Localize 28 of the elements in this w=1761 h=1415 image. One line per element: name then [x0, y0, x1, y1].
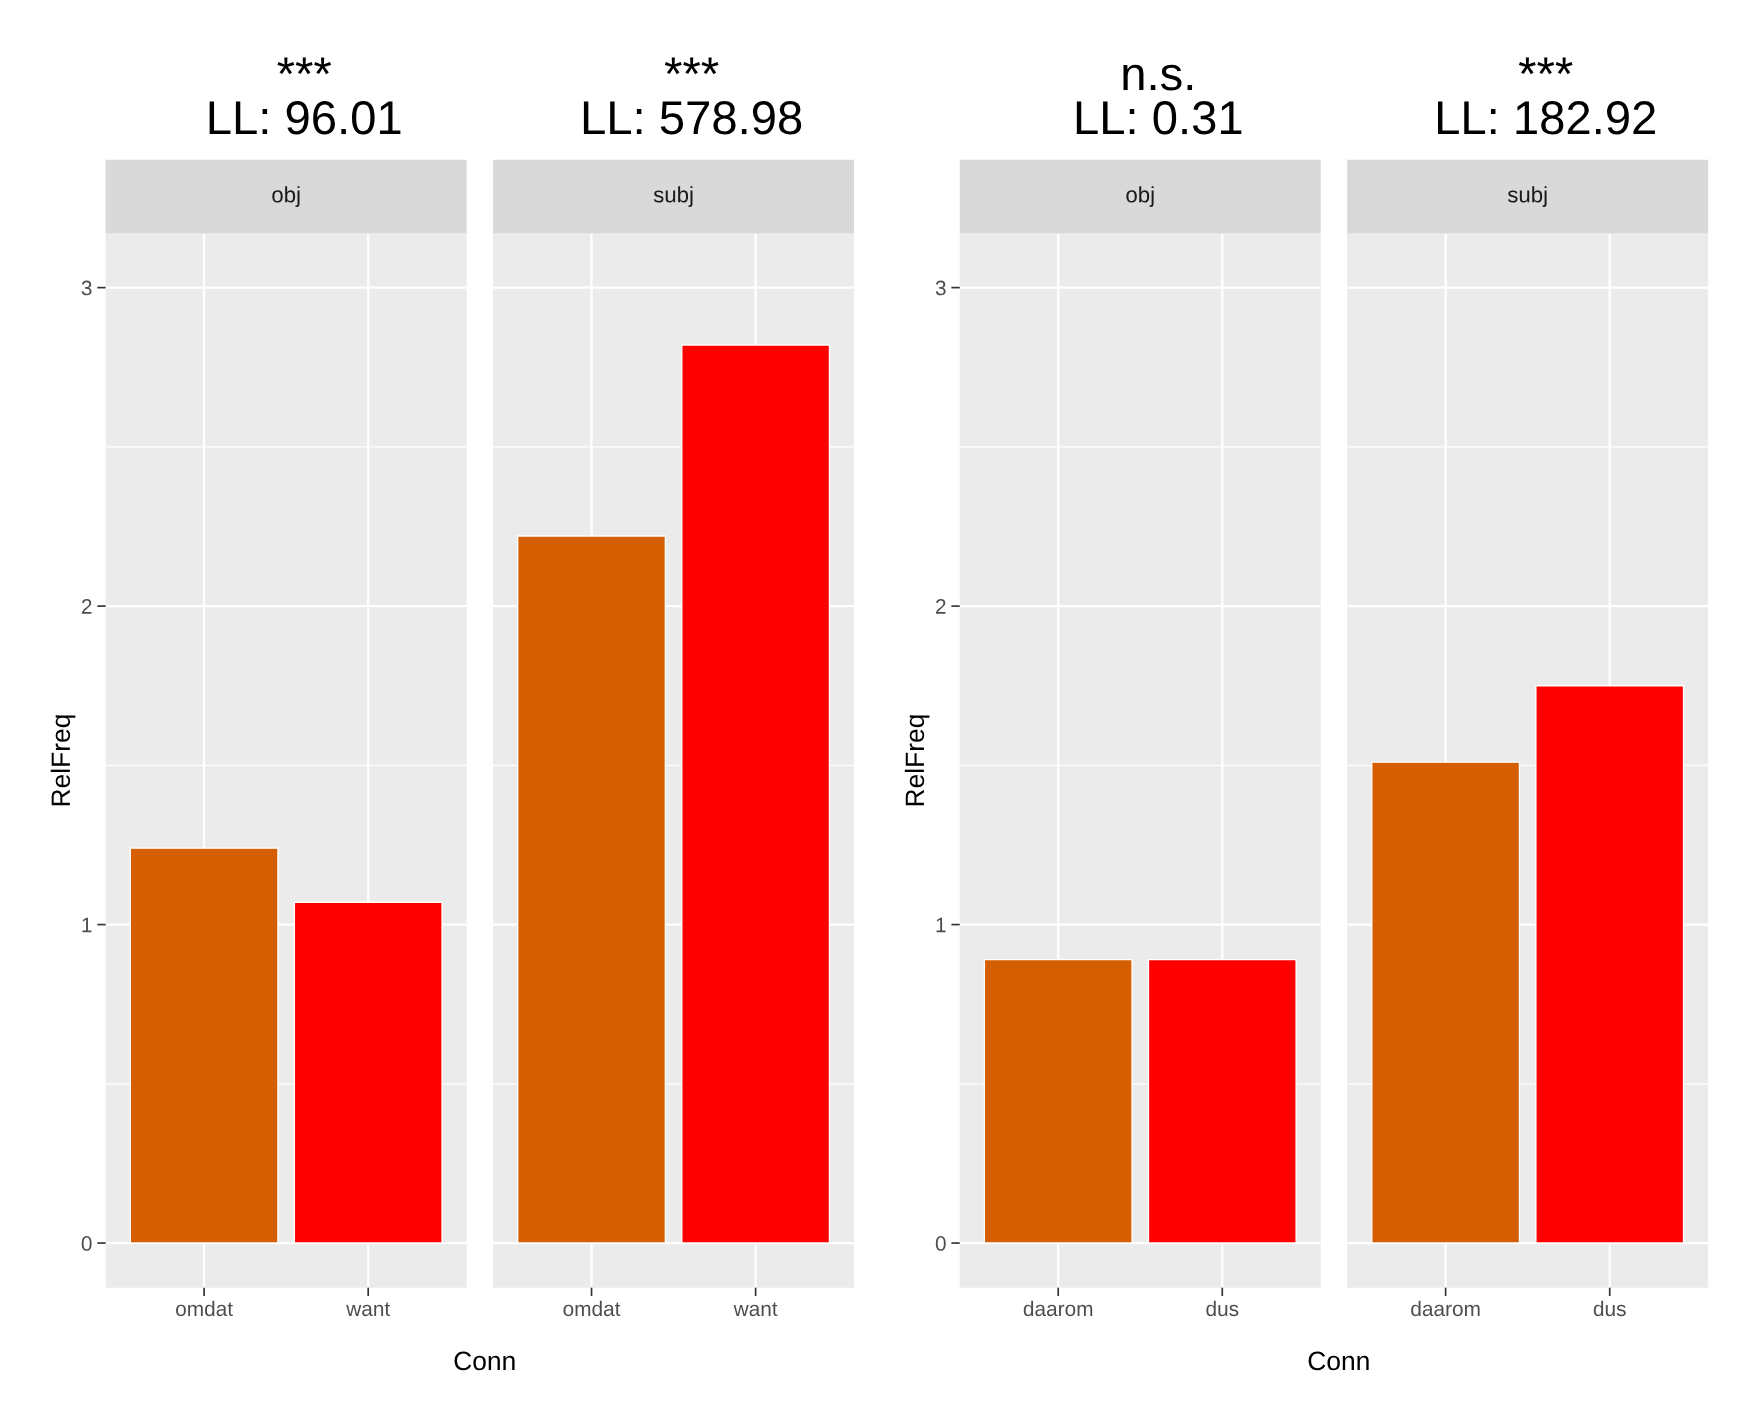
- x-tick-label: want: [346, 1302, 391, 1317]
- x-axis-title: Conn: [454, 1351, 515, 1371]
- y-axis-title: RelFreq: [904, 715, 930, 806]
- x-tick-label: dus: [1593, 1300, 1626, 1317]
- x-tick-label: daarom: [1411, 1300, 1480, 1317]
- chart-title: *** LL: 182.92: [1438, 57, 1655, 135]
- chart-title: *** LL: 578.98: [583, 57, 802, 135]
- y-tick-label: 0: [81, 1236, 92, 1251]
- x-tick-label: omdat: [563, 1300, 621, 1317]
- chart-subtitle: obj: [1126, 186, 1154, 207]
- chart-title: *** LL: 96.01: [209, 57, 401, 135]
- y-tick-label: 2: [81, 599, 92, 614]
- x-tick-label: omdat: [176, 1300, 233, 1317]
- x-tick-label: want: [733, 1302, 778, 1317]
- y-tick-label: 2: [936, 599, 946, 614]
- chart-subtitle: subj: [1507, 186, 1547, 207]
- x-tick-label: daarom: [1023, 1300, 1093, 1317]
- x-tick-label: dus: [1206, 1300, 1239, 1317]
- chart-title: n.s. LL: 0.31: [1076, 64, 1242, 135]
- y-tick-label: 3: [935, 280, 946, 296]
- y-tick-label: 3: [81, 280, 92, 296]
- y-tick-label: 1: [936, 917, 946, 933]
- x-axis-title: Conn: [1308, 1351, 1369, 1371]
- chart-subtitle: obj: [272, 186, 300, 207]
- chart-subtitle: subj: [653, 186, 693, 207]
- y-tick-label: 0: [935, 1236, 946, 1251]
- y-tick-label: 1: [82, 917, 92, 933]
- y-axis-title: RelFreq: [50, 715, 76, 806]
